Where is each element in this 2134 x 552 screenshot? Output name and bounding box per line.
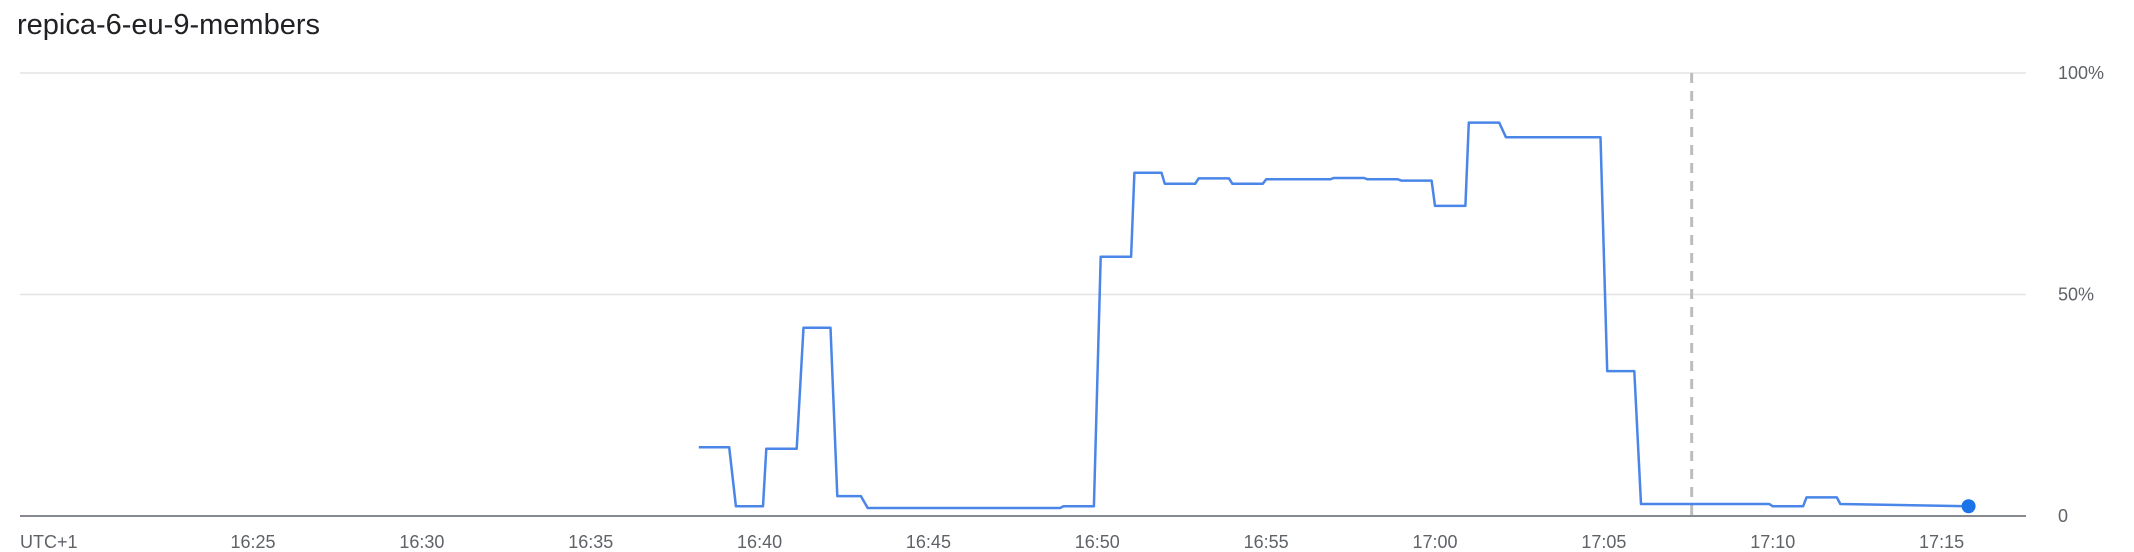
y-tick-label-0: 0 — [2058, 506, 2068, 526]
x-tick-label-5: 16:50 — [1075, 532, 1120, 552]
chart-title: repica-6-eu-9-members — [17, 9, 320, 41]
x-tick-label-8: 17:05 — [1581, 532, 1626, 552]
x-tick-label-6: 16:55 — [1244, 532, 1289, 552]
series-line[interactable] — [698, 121, 1969, 510]
x-tick-label-0: 16:25 — [230, 532, 275, 552]
x-tick-label-9: 17:10 — [1750, 532, 1795, 552]
x-tick-label-10: 17:15 — [1919, 532, 1964, 552]
x-tick-label-1: 16:30 — [399, 532, 444, 552]
x-tick-label-2: 16:35 — [568, 532, 613, 552]
x-tick-label-3: 16:40 — [737, 532, 782, 552]
y-tick-label-2: 100% — [2058, 63, 2104, 83]
x-tick-label-4: 16:45 — [906, 532, 951, 552]
timezone-label: UTC+1 — [20, 532, 78, 552]
y-tick-label-1: 50% — [2058, 285, 2094, 305]
x-tick-label-7: 17:00 — [1412, 532, 1457, 552]
last-point-marker[interactable] — [1961, 499, 1976, 514]
